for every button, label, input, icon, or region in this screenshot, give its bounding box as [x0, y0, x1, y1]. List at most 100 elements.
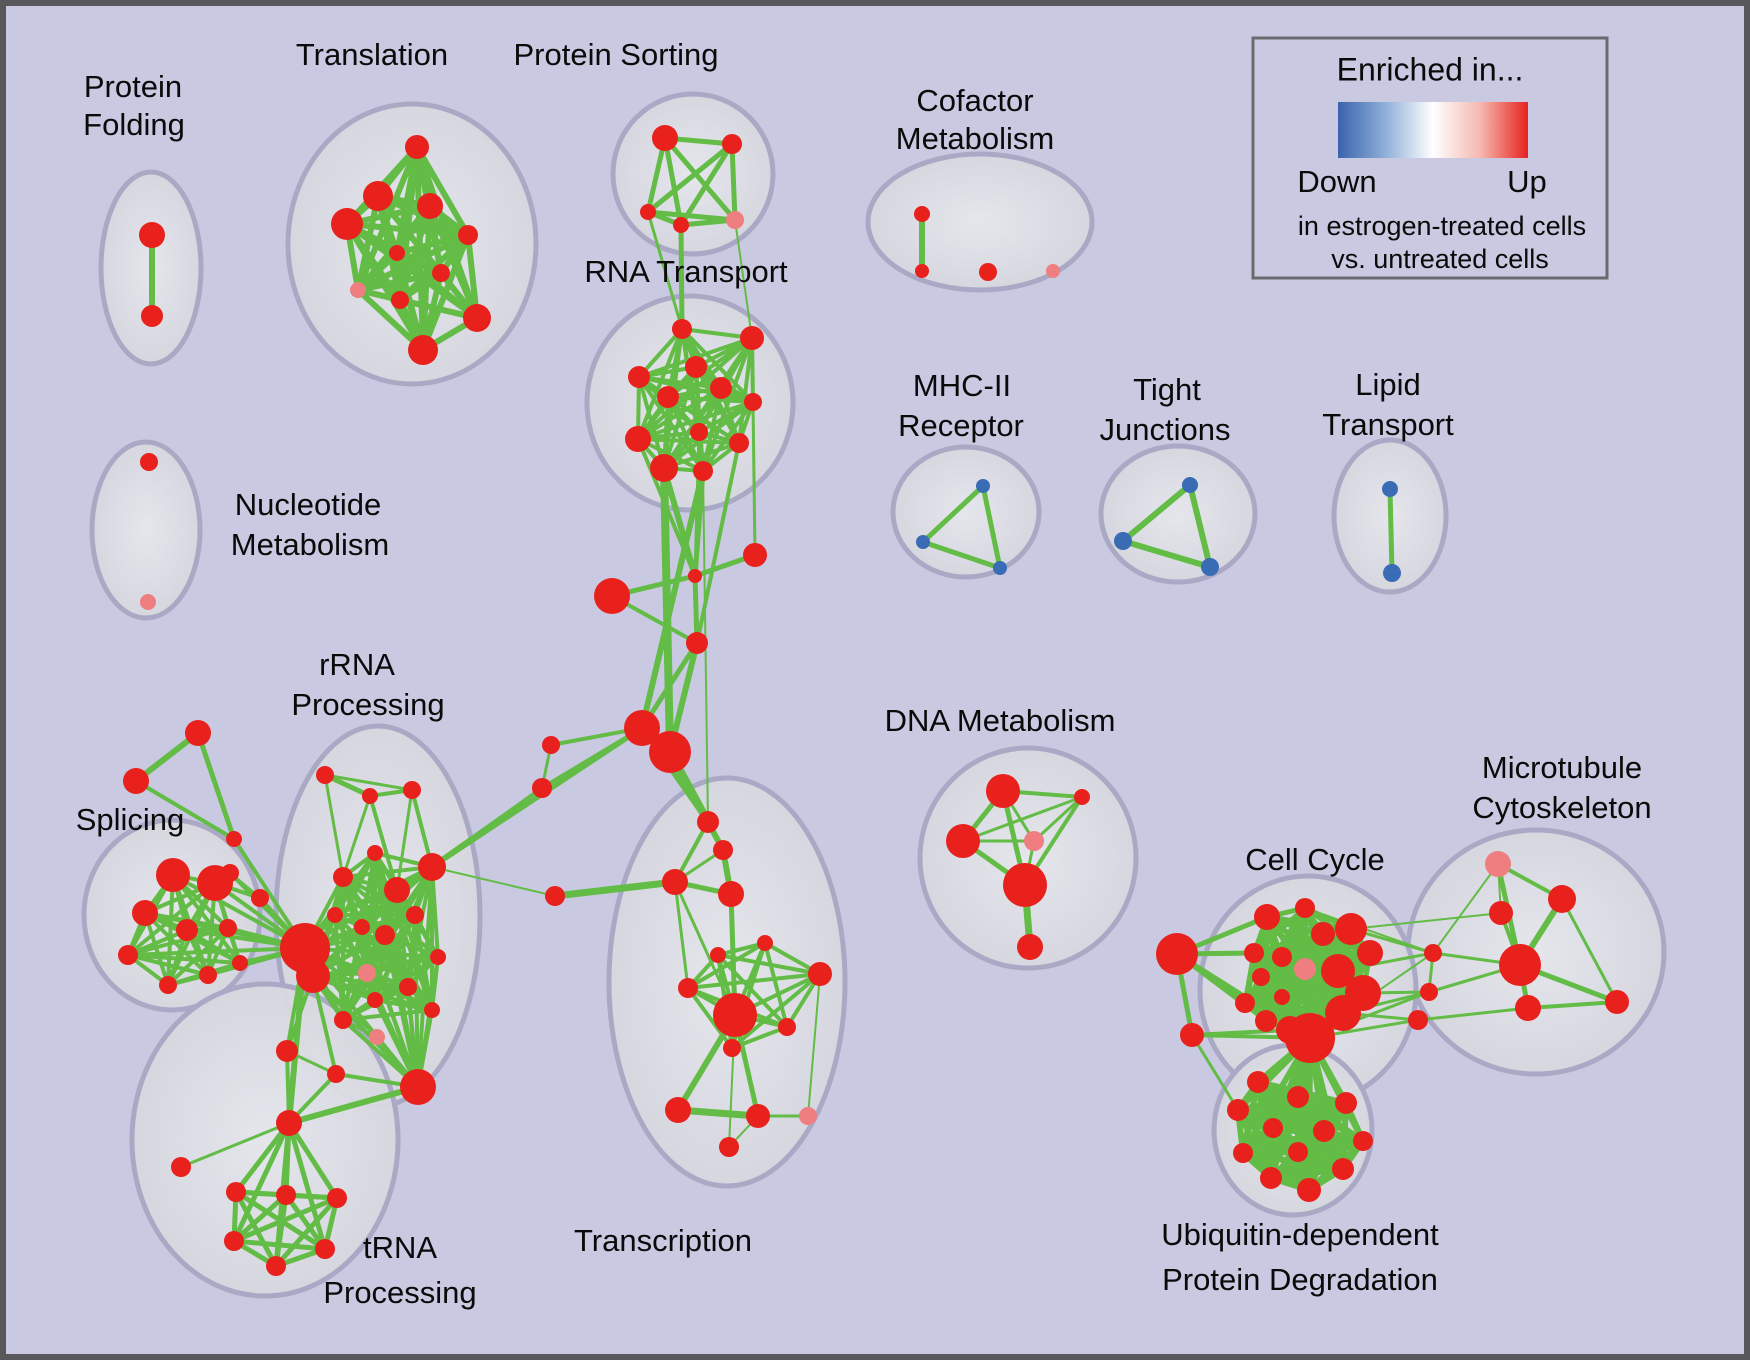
gene-set-node-U6 — [1335, 1092, 1357, 1114]
enrichment-edge — [662, 135, 738, 223]
legend-down-label: Down — [1297, 164, 1376, 199]
enrichment-edge — [231, 1120, 292, 1244]
gene-set-node-U9 — [1353, 1131, 1373, 1151]
enrichment-edge — [678, 222, 685, 332]
cluster-label-rrna-processing: Processing — [291, 687, 444, 722]
enrichment-edge — [961, 795, 1084, 843]
cluster-label-rna-transport: RNA Transport — [584, 254, 788, 289]
gene-set-node-D4 — [1024, 831, 1044, 851]
gene-set-node-RT10 — [729, 433, 749, 453]
gene-set-node-CN4 — [686, 632, 708, 654]
gene-set-node-R25 — [400, 1069, 436, 1105]
gene-set-node-T9 — [391, 291, 409, 309]
gene-set-node-R7 — [418, 853, 446, 881]
cluster-label-protein-folding: Protein — [84, 69, 182, 104]
gene-set-node-R1 — [316, 766, 334, 784]
gene-set-node-U2 — [1287, 1086, 1309, 1108]
gene-set-node-TP2 — [276, 1185, 296, 1205]
gene-set-node-C2 — [1180, 1023, 1204, 1047]
enrichment-edge — [231, 1195, 340, 1244]
gene-set-node-M3 — [993, 561, 1007, 575]
enrichment-edge — [673, 880, 737, 1017]
enrichment-edge — [637, 375, 705, 473]
enrichment-edge — [273, 1192, 289, 1269]
gene-set-node-MT7 — [1515, 995, 1541, 1021]
enrichment-edge — [674, 1106, 762, 1120]
gene-set-node-U10 — [1260, 1167, 1282, 1189]
cluster-label-nucleotide-metabolism: Metabolism — [231, 527, 390, 562]
gene-set-node-RT1 — [672, 319, 692, 339]
gene-set-node-C17 — [1325, 995, 1361, 1031]
gene-set-node-RT5 — [710, 377, 732, 399]
gene-set-node-TJ3 — [1201, 558, 1219, 576]
enrichment-edge — [1304, 907, 1434, 954]
enrichment-edge — [636, 400, 755, 441]
gene-set-node-RHUB2 — [296, 959, 330, 993]
gene-set-node-R10 — [327, 907, 343, 923]
gene-set-node-U5 — [1313, 1120, 1335, 1142]
gene-set-node-R2 — [362, 788, 378, 804]
enrichment-edge — [678, 141, 735, 228]
gene-set-node-R19 — [367, 992, 383, 1008]
gene-set-node-R21 — [369, 1029, 385, 1045]
enrichment-edge — [395, 788, 414, 892]
gene-set-node-TP6 — [266, 1256, 286, 1276]
enrichment-edge — [1526, 1000, 1619, 1010]
gene-set-node-CF4 — [1046, 264, 1060, 278]
cluster-label-tight-junctions: Junctions — [1100, 412, 1231, 447]
gene-set-node-R11 — [354, 919, 370, 935]
gene-set-node-TP3 — [327, 1188, 347, 1208]
gene-set-node-S5 — [219, 919, 237, 937]
enrichment-edge — [639, 468, 706, 731]
gene-set-node-HUB1 — [624, 710, 660, 746]
gene-set-node-NM1 — [140, 453, 158, 471]
enrichment-edge — [341, 794, 372, 879]
gene-set-node-TJ2 — [1114, 532, 1132, 550]
enrichment-edge — [344, 221, 471, 238]
enrichment-edge — [355, 193, 381, 293]
enrichment-edge — [551, 878, 679, 900]
gene-set-node-C4 — [1295, 898, 1315, 918]
enrichment-edge — [126, 953, 210, 977]
gene-set-node-U8 — [1288, 1142, 1308, 1162]
enrichment-edge — [126, 926, 230, 957]
gene-set-node-TH — [276, 1110, 302, 1136]
enrichment-edge — [637, 375, 755, 404]
gene-set-node-TR15 — [719, 1137, 739, 1157]
enrichment-edge — [1306, 1035, 1313, 1193]
enrichment-edge — [1120, 538, 1213, 570]
gene-set-node-MT8 — [1605, 990, 1629, 1014]
enrichment-edge — [133, 730, 201, 784]
cluster-label-mhc-ii-receptor: MHC-II — [913, 368, 1011, 403]
gene-set-node-C12 — [1235, 993, 1255, 1013]
gene-set-node-T10 — [463, 304, 491, 332]
enrichment-edge — [355, 250, 400, 293]
enrichment-edge — [737, 336, 754, 445]
enrichment-edge — [1268, 1138, 1366, 1181]
gene-set-node-D6 — [1017, 934, 1043, 960]
cluster-label-protein-folding: Folding — [83, 107, 185, 142]
gene-set-node-C3 — [1254, 904, 1280, 930]
enrichment-edge — [636, 386, 723, 441]
gene-set-node-T4 — [331, 208, 363, 240]
gene-set-node-M1 — [976, 479, 990, 493]
cluster-label-nucleotide-metabolism: Nucleotide — [235, 487, 381, 522]
gene-set-node-D5 — [1003, 863, 1047, 907]
legend-up-label: Up — [1507, 164, 1547, 199]
gene-set-node-RT4 — [628, 366, 650, 388]
cluster-label-dna-metabolism: DNA Metabolism — [885, 703, 1116, 738]
gene-set-node-RT2 — [740, 326, 764, 350]
gene-set-node-TR3 — [662, 869, 688, 895]
enrichment-edge — [283, 1192, 328, 1252]
enrichment-edge — [171, 873, 242, 965]
enrichment-edge — [368, 794, 399, 892]
gene-set-node-MT1 — [1485, 851, 1511, 877]
cluster-label-mhc-ii-receptor: Receptor — [898, 408, 1024, 443]
gene-set-node-T6 — [389, 245, 405, 261]
gene-set-node-CF1 — [914, 206, 930, 222]
enrichment-edge — [355, 270, 444, 293]
gene-set-node-D1 — [986, 774, 1020, 808]
gene-set-node-R3 — [403, 781, 421, 799]
cluster-label-cell-cycle: Cell Cycle — [1245, 842, 1385, 877]
gene-set-node-CN7 — [545, 886, 565, 906]
